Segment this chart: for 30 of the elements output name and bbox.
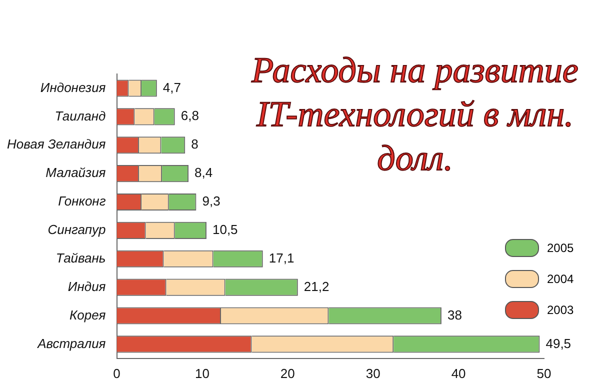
y-tick-label: Тайвань	[56, 250, 106, 266]
x-tick-label: 50	[536, 366, 552, 381]
total-label: 4,7	[162, 80, 181, 95]
total-label: 10,5	[212, 222, 238, 237]
y-tick-label: Малайзия	[46, 165, 106, 180]
y-tick-label: Гонконг	[58, 194, 106, 209]
total-label: 8,4	[194, 165, 213, 180]
legend-label: 2003	[547, 302, 574, 316]
total-label: 38	[447, 307, 462, 322]
y-tick-label: Индонезия	[40, 80, 106, 95]
y-tick-label: Австралия	[36, 336, 106, 351]
y-tick-label: Сингапур	[48, 222, 106, 238]
text: Расходы на развитие IT-технологий в млн. долл.	[250, 49, 580, 180]
y-tick-label: Индия	[68, 278, 106, 294]
total-label: 6,8	[180, 108, 199, 124]
legend-label: 2005	[547, 240, 574, 254]
legend-label: 2004	[547, 272, 574, 286]
total-label: 21,2	[304, 278, 330, 294]
total-label: 8	[191, 136, 198, 152]
y-tick-label: Корея	[69, 307, 106, 322]
total-label: 17,1	[268, 250, 294, 266]
y-tick-label: Новая Зеландия	[6, 136, 106, 152]
x-tick-label: 20	[280, 366, 295, 381]
x-tick-label: 10	[194, 366, 210, 381]
x-tick-label: 0	[113, 366, 120, 381]
x-tick-label: 40	[451, 366, 466, 381]
y-tick-label: Таиланд	[54, 108, 106, 124]
x-tick-label: 30	[366, 366, 380, 381]
total-label: 49,5	[546, 336, 572, 351]
total-label: 9,3	[202, 194, 220, 209]
